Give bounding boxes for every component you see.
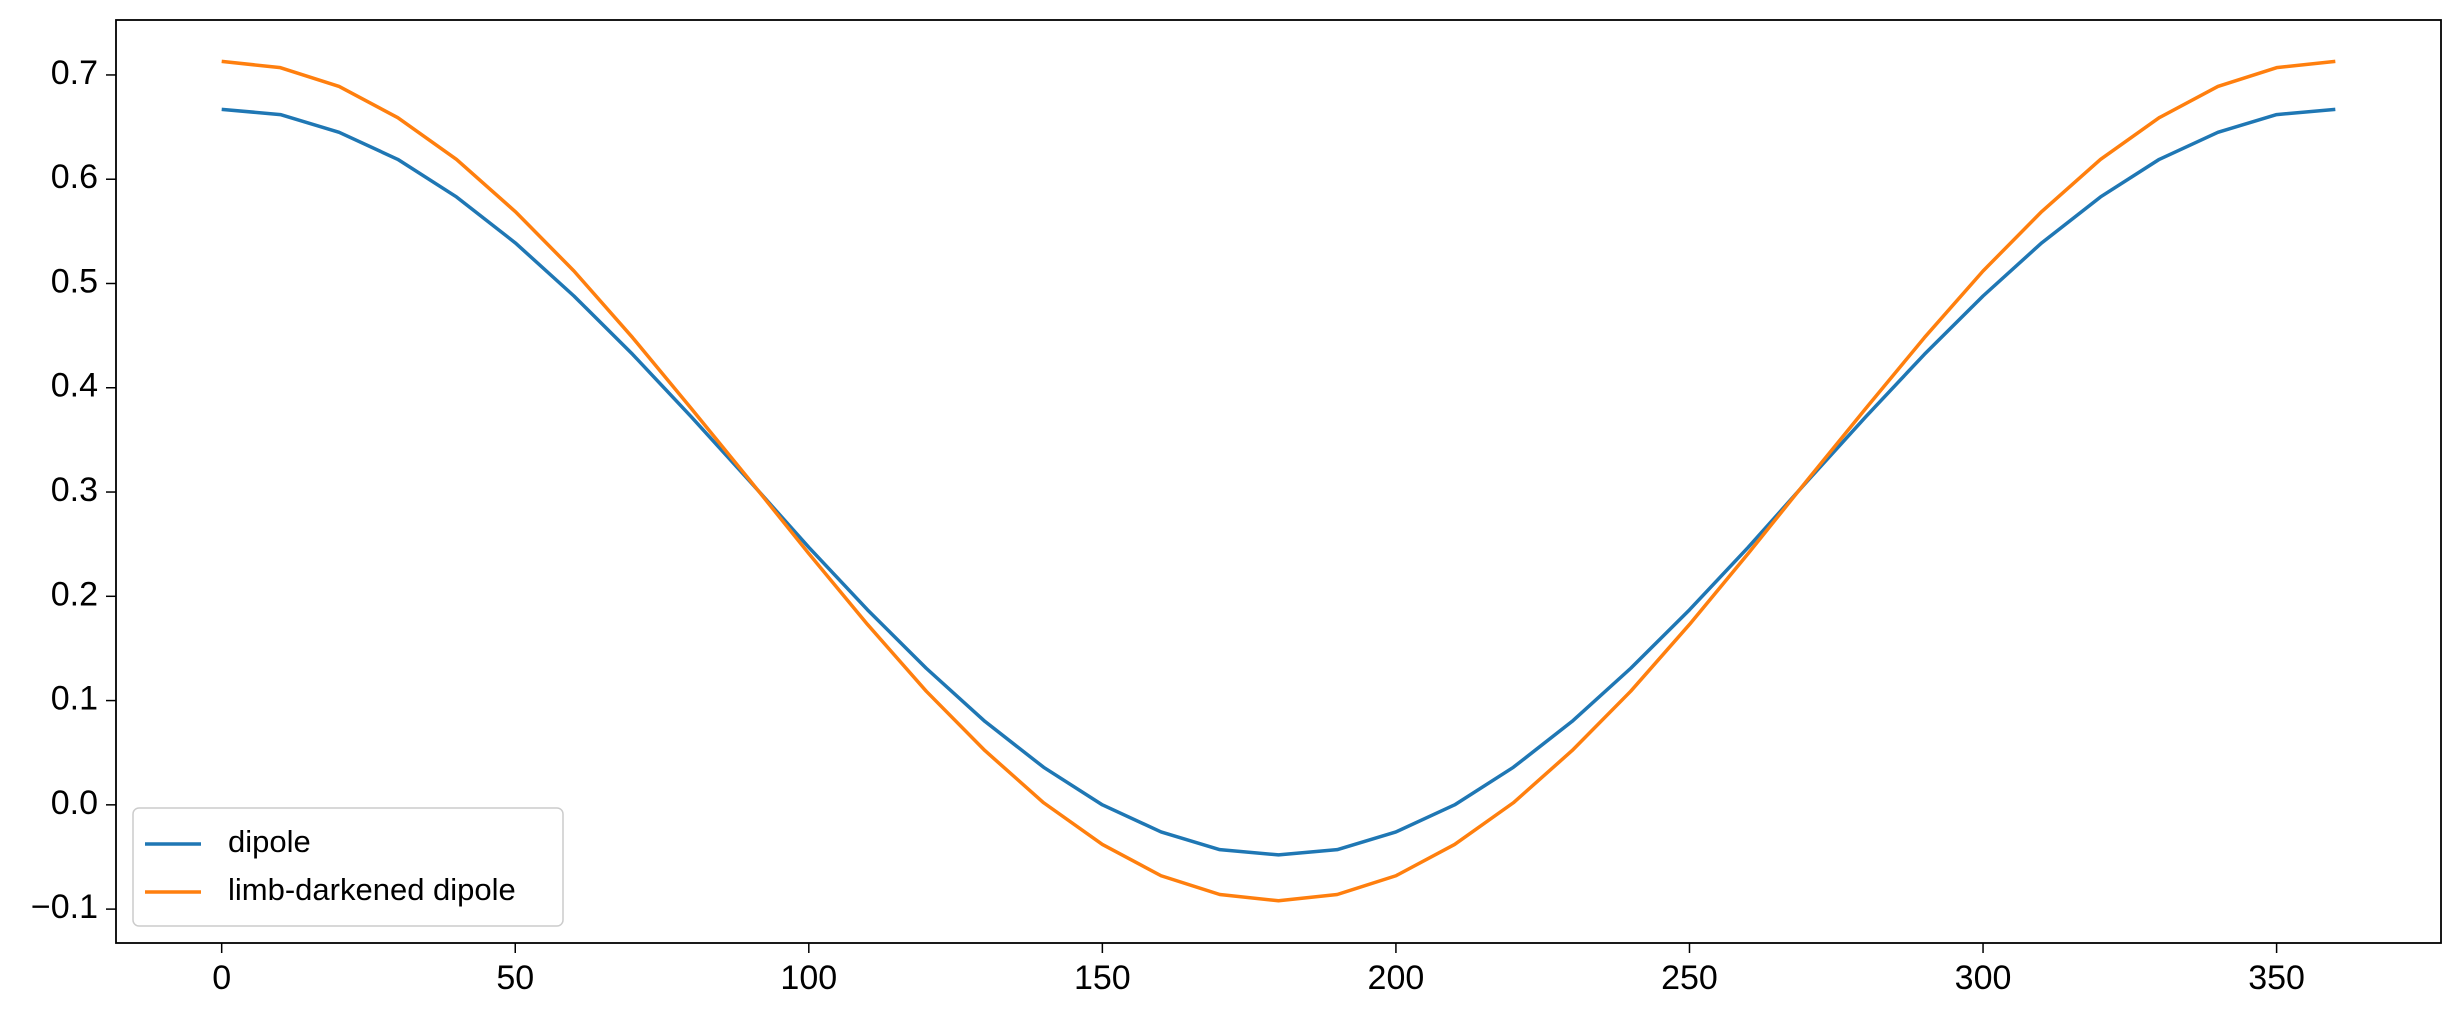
x-tick-label: 100	[780, 959, 837, 997]
legend-label: dipole	[228, 824, 311, 859]
legend: dipole limb-darkened dipole	[132, 807, 564, 927]
legend-label: limb-darkened dipole	[228, 872, 516, 907]
y-tick-label: 0.2	[51, 575, 98, 613]
x-tick-label: 200	[1368, 959, 1425, 997]
plot-frame	[115, 19, 2442, 944]
y-tick-label: 0.6	[51, 158, 98, 196]
y-tick-label: 0.7	[51, 54, 98, 92]
y-tick-label: 0.4	[51, 367, 98, 405]
y-tick-label: 0.5	[51, 262, 98, 300]
legend-box	[132, 807, 564, 927]
x-tick-label: 350	[2248, 959, 2305, 997]
x-tick-label: 150	[1074, 959, 1131, 997]
y-tick-label: 0.3	[51, 471, 98, 509]
y-tick-label: 0.1	[51, 680, 98, 718]
line-series	[221, 107, 2336, 857]
line-series	[221, 59, 2336, 903]
x-tick-label: 0	[212, 959, 231, 997]
y-tick-label: 0.0	[51, 784, 98, 822]
x-tick-label: 50	[496, 959, 534, 997]
x-tick-label: 300	[1955, 959, 2012, 997]
x-tick-label: 250	[1661, 959, 1718, 997]
y-tick-label: −0.1	[31, 888, 98, 926]
